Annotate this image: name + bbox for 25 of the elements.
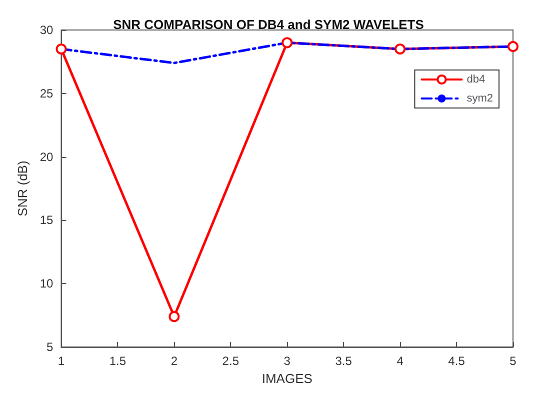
x-tick-label: 2.5 — [222, 354, 240, 368]
y-tick-label: 15 — [40, 213, 54, 228]
point — [508, 40, 518, 52]
legend-label: db4 — [466, 74, 486, 86]
y-tick-label: 5 — [46, 340, 54, 354]
point — [168, 311, 180, 322]
x-tick-label: 3 — [284, 354, 291, 368]
x-tick-label: 1 — [58, 354, 65, 368]
y-tick-label: 10 — [40, 276, 54, 291]
x-tick-label: 1.5 — [109, 354, 126, 368]
x-tick-label: 4.5 — [448, 354, 466, 368]
y-tick-label: 30 — [40, 23, 54, 37]
point — [282, 37, 293, 48]
x-tick-label: 3.5 — [335, 354, 352, 368]
y-axis-title: SNR (dB) — [15, 160, 30, 216]
y-tick-label: 20 — [40, 150, 54, 164]
point — [394, 44, 406, 55]
legend-label: sym2 — [466, 92, 493, 104]
x-tick-label: 4 — [396, 354, 404, 368]
x-tick-label: 5 — [510, 354, 517, 368]
y-tick-label: 25 — [40, 86, 54, 100]
x-tick-label: 2 — [170, 354, 178, 368]
chart-title: SNR COMPARISON OF DB4 and SYM2 WAVELETS — [113, 17, 424, 32]
x-axis-title: IMAGES — [262, 370, 313, 386]
point — [56, 44, 67, 55]
